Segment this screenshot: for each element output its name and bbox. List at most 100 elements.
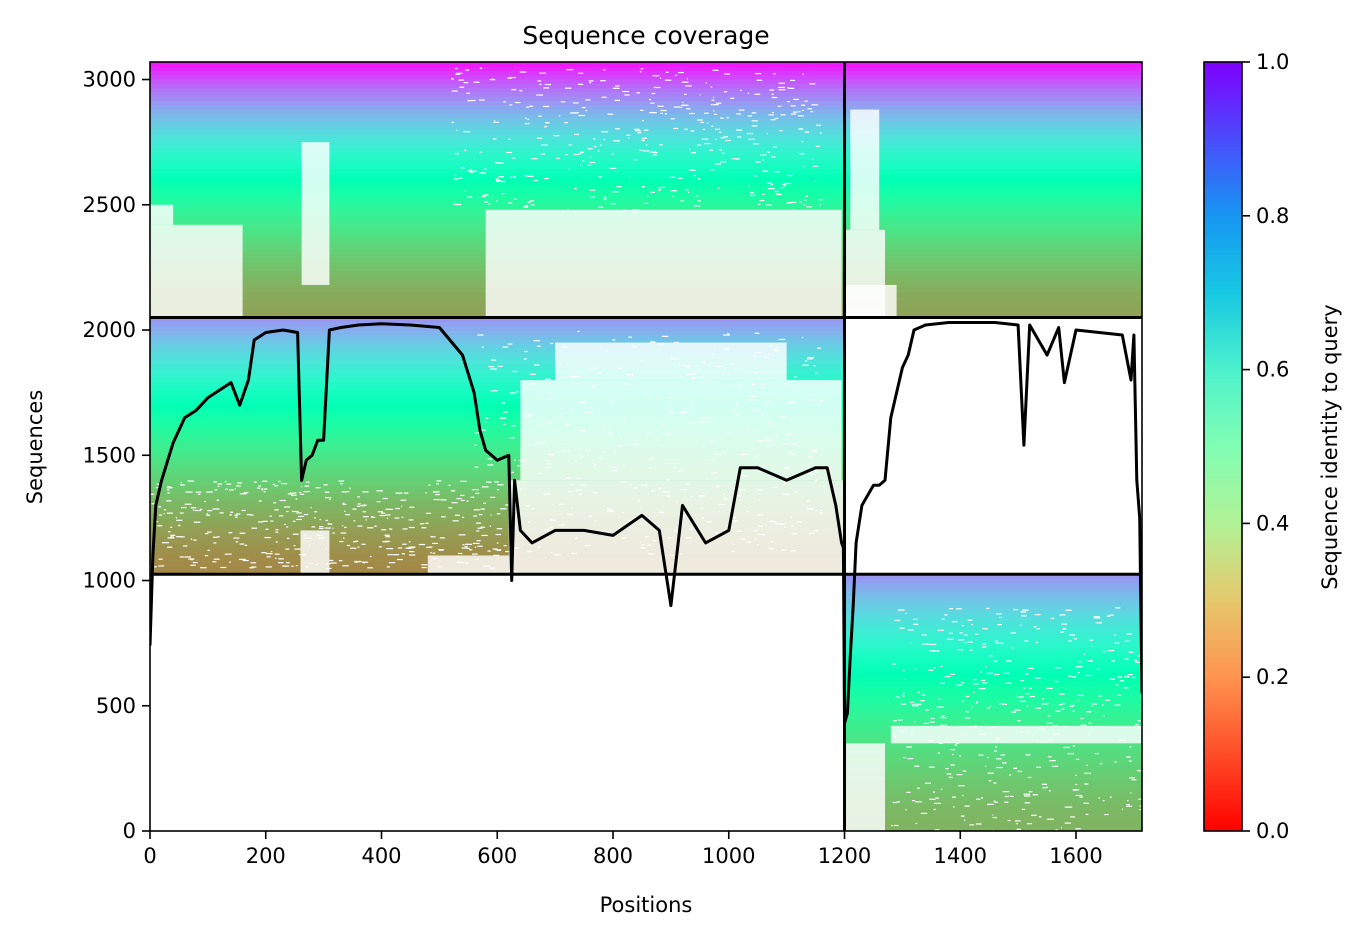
msa-gap-speck [768,421,772,423]
msa-gap-speck [963,329,968,331]
msa-gap-speck [532,508,535,510]
msa-gap-speck [432,491,440,493]
msa-gap-speck [158,506,162,508]
msa-gap-speck [799,201,802,203]
msa-gap-speck [496,513,501,515]
msa-gap-speck [857,360,861,362]
msa-row-strip [844,775,1142,781]
msa-row-strip [844,599,1142,605]
msa-gap-speck [778,338,786,341]
msa-row-strip [150,155,845,161]
msa-gap-speck [978,688,986,690]
msa-gap-speck [511,89,517,91]
msa-gap-speck [367,527,374,529]
msa-gap-speck [982,682,988,684]
msa-gap-speck [1098,393,1105,395]
msa-gap-speck [790,79,796,82]
msa-gap-speck [562,450,570,452]
msa-gap-speck [603,69,606,71]
msa-gap-speck [1109,678,1116,680]
msa-gap-speck [325,497,332,499]
msa-gap-speck [544,378,551,380]
msa-gap-speck [682,101,684,104]
msa-gap-speck [1047,756,1052,758]
msa-gap-speck [626,134,631,136]
msa-gap-speck [1130,792,1132,794]
msa-gap-speck [664,113,668,115]
msa-gap-speck [1101,344,1105,346]
msa-gap-speck [511,425,516,427]
msa-gap-speck [519,90,523,92]
msa-gap-speck [757,454,760,456]
msa-gap-speck [599,80,606,82]
msa-gap-speck [696,369,701,371]
msa-gap-speck [962,380,967,382]
msa-gap-speck [190,564,196,566]
msa-gap-speck [361,561,369,563]
msa-gap-speck [710,86,713,88]
msa-gap-speck [671,358,678,360]
msa-gap-speck [690,130,695,132]
msa-gap-speck [792,443,797,445]
msa-gap-speck [1096,380,1101,382]
y-tick-label: 1000 [83,569,136,593]
msa-gap-speck [686,78,689,80]
colorbar-tick-label: 0.0 [1256,819,1289,843]
msa-gap-speck [975,633,978,635]
msa-gap-speck [805,360,808,362]
msa-gap-speck [961,682,965,684]
msa-gap-speck [564,122,568,124]
msa-gap-speck [1025,693,1030,695]
msa-gap-speck [425,512,432,514]
msa-gap-speck [773,146,777,148]
msa-gap-speck [644,129,649,131]
msa-row-strip [844,117,1142,123]
msa-gap-speck [648,98,652,101]
msa-row-strip [150,70,845,76]
msa-gap-speck [958,726,961,729]
msa-row-strip [150,360,845,366]
msa-gap-speck [660,396,663,398]
msa-row-strip [150,531,845,537]
msa-gap-speck [545,466,552,469]
msa-gap-speck [702,445,705,447]
msa-gap-speck [350,547,357,549]
msa-row-strip [150,450,845,455]
msa-gap-speck [941,788,943,790]
msa-gap-speck [498,176,505,178]
msa-gap-speck [1096,325,1104,327]
msa-gap-speck [1083,653,1085,655]
msa-row-strip [150,326,845,331]
msa-gap-speck [579,151,584,153]
msa-gap-speck [751,125,758,127]
msa-gap-speck [929,766,935,768]
msa-gap-speck [150,493,155,495]
msa-gap-speck [806,206,812,208]
msa-gap-speck [298,515,305,518]
msa-gap-speck [751,383,756,385]
msa-gap-speck [1131,676,1137,679]
msa-block-pair-band [844,62,1142,318]
msa-gap-speck [1112,335,1116,337]
msa-row-strip [150,548,845,554]
x-axis-ticks: 0 200 400 600 800 1000 1200 1400 1600 [143,831,1103,868]
msa-gap-speck [306,481,310,483]
x-tick-label: 200 [246,844,286,868]
msa-gap-speck [801,109,804,112]
msa-gap-speck [1126,799,1129,802]
msa-gap-speck [547,392,551,394]
msa-row-strip [150,125,845,131]
msa-row-strip [150,206,845,212]
msa-gap-speck [932,650,940,652]
msa-gap-speck [616,186,622,188]
msa-gap-speck [928,378,933,380]
msa-gap-speck [715,138,717,140]
msa-row-strip [844,62,1142,67]
msa-gap-speck [642,137,648,139]
msa-gap-speck [1063,746,1070,749]
msa-gap-speck [523,358,527,360]
msa-gap-speck [1050,617,1054,620]
msa-gap-speck [935,394,943,396]
msa-gap-speck [1084,783,1089,785]
msa-row-strip [844,702,1142,708]
